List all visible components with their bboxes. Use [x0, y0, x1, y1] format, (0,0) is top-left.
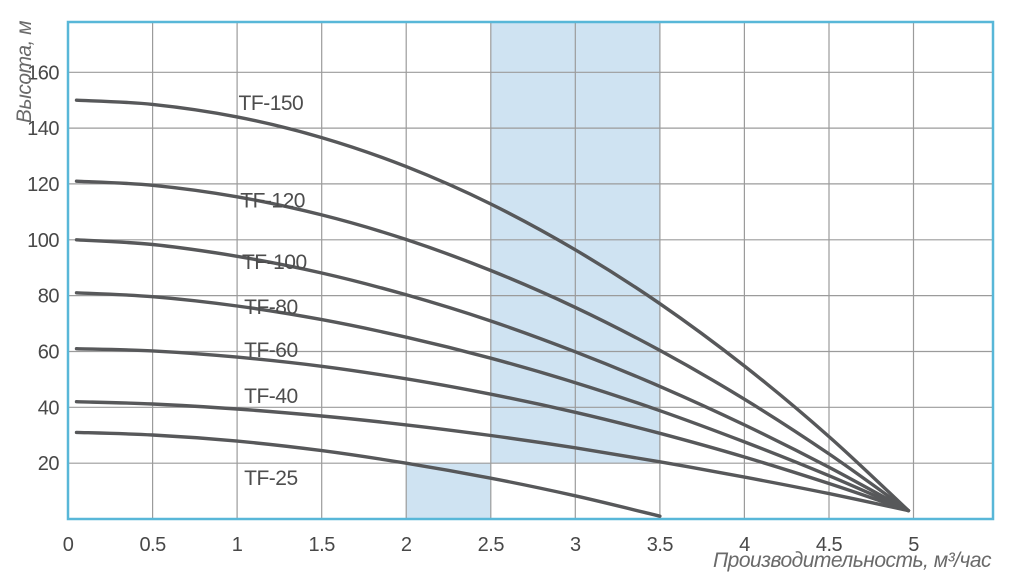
y-tick-label-100: 100	[27, 230, 59, 252]
y-tick-label-40: 40	[38, 397, 60, 419]
x-axis-title: Производительность, м³/час	[713, 549, 992, 572]
curve-label-tf-40: TF-40	[244, 385, 298, 408]
x-tick-label-4: 4	[739, 534, 750, 556]
curve-tf-120	[74, 179, 911, 513]
y-tick-label-160: 160	[27, 62, 59, 84]
x-tick-label-3.5: 3.5	[647, 534, 674, 556]
curve-tf-25	[74, 430, 662, 518]
x-tick-label-2.5: 2.5	[478, 534, 505, 556]
curve-label-tf-80: TF-80	[244, 296, 298, 319]
y-tick-label-120: 120	[27, 174, 59, 196]
x-tick-label-4.5: 4.5	[816, 534, 843, 556]
x-tick-label-2: 2	[401, 534, 412, 556]
curve-label-tf-150: TF-150	[239, 92, 304, 115]
x-tick-label-5: 5	[908, 534, 919, 556]
gridlines	[68, 22, 993, 519]
x-tick-label-0: 0	[63, 534, 74, 556]
y-tick-label-60: 60	[38, 342, 60, 364]
curve-tf-40	[74, 400, 911, 513]
y-axis-title: Высота, м	[13, 21, 36, 123]
curve-tf-60	[74, 347, 911, 513]
x-tick-label-3: 3	[570, 534, 581, 556]
recommended-operating-zone	[406, 22, 660, 519]
pump-curves	[74, 98, 911, 518]
pump-curve-labels: TF-150 TF-120 TF-100 TF-80 TF-60 TF-40 TF-25	[239, 92, 308, 490]
curve-label-tf-120: TF-120	[240, 190, 305, 213]
y-tick-label-20: 20	[38, 453, 60, 475]
y-axis-tick-labels: 20 40 60 80 100 120 140 160	[27, 62, 60, 475]
region-zone-lower	[406, 463, 491, 519]
curve-label-tf-100: TF-100	[242, 251, 307, 274]
plot-border	[66, 20, 995, 521]
x-tick-label-0.5: 0.5	[139, 534, 166, 556]
y-tick-label-80: 80	[38, 286, 60, 308]
curve-tf-150	[74, 98, 911, 513]
x-tick-label-1: 1	[232, 534, 243, 556]
curve-label-tf-60: TF-60	[244, 339, 298, 362]
curve-tf-80	[74, 291, 911, 513]
x-tick-label-1.5: 1.5	[309, 534, 336, 556]
curve-tf-100	[74, 238, 911, 513]
y-tick-label-140: 140	[27, 118, 59, 140]
x-axis-tick-labels: 0 0.5 1 1.5 2 2.5 3 3.5 4 4.5 5	[63, 534, 920, 556]
curve-label-tf-25: TF-25	[244, 467, 298, 490]
